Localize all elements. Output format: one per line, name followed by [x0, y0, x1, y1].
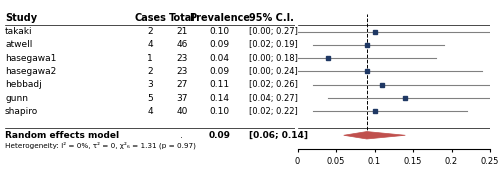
Text: [0.00; 0.27]: [0.00; 0.27] — [248, 27, 298, 36]
Text: gunn: gunn — [5, 94, 28, 103]
Text: takaki: takaki — [5, 27, 32, 36]
Text: 0.09: 0.09 — [210, 67, 230, 76]
Polygon shape — [344, 132, 406, 139]
Text: Heterogeneity: I² = 0%, τ² = 0, χ²₆ = 1.31 (p = 0.97): Heterogeneity: I² = 0%, τ² = 0, χ²₆ = 1.… — [5, 141, 196, 149]
Text: hasegawa1: hasegawa1 — [5, 54, 57, 63]
Text: Cases: Cases — [134, 13, 166, 23]
Text: 0.11: 0.11 — [210, 80, 230, 89]
Text: 0.09: 0.09 — [208, 131, 231, 140]
Text: Prevalence: Prevalence — [189, 13, 250, 23]
Text: 0.09: 0.09 — [210, 40, 230, 49]
Text: [0.04; 0.27]: [0.04; 0.27] — [248, 94, 298, 103]
Text: shapiro: shapiro — [5, 107, 38, 116]
Text: 4: 4 — [147, 40, 153, 49]
Text: 23: 23 — [176, 67, 188, 76]
Text: Study: Study — [5, 13, 37, 23]
Text: 40: 40 — [176, 107, 188, 116]
Text: 46: 46 — [176, 40, 188, 49]
Text: [0.02; 0.22]: [0.02; 0.22] — [248, 107, 298, 116]
Text: 27: 27 — [176, 80, 188, 89]
Text: 95% C.I.: 95% C.I. — [248, 13, 294, 23]
Text: .: . — [180, 131, 184, 140]
Text: [0.00; 0.18]: [0.00; 0.18] — [248, 54, 298, 63]
Text: 3: 3 — [147, 80, 153, 89]
Text: [0.02; 0.19]: [0.02; 0.19] — [248, 40, 298, 49]
Text: 0.04: 0.04 — [210, 54, 230, 63]
Text: atwell: atwell — [5, 40, 32, 49]
Text: 21: 21 — [176, 27, 188, 36]
Text: 23: 23 — [176, 54, 188, 63]
Text: hasegawa2: hasegawa2 — [5, 67, 56, 76]
Text: 4: 4 — [147, 107, 153, 116]
Text: hebbadj: hebbadj — [5, 80, 42, 89]
Text: 2: 2 — [147, 27, 153, 36]
Text: 37: 37 — [176, 94, 188, 103]
Text: Total: Total — [168, 13, 196, 23]
Text: Random effects model: Random effects model — [5, 131, 119, 140]
Text: 1: 1 — [147, 54, 153, 63]
Text: [0.06; 0.14]: [0.06; 0.14] — [248, 131, 308, 140]
Text: [0.02; 0.26]: [0.02; 0.26] — [248, 80, 298, 89]
Text: 0.10: 0.10 — [210, 27, 230, 36]
Text: 2: 2 — [147, 67, 153, 76]
Text: 5: 5 — [147, 94, 153, 103]
Text: 0.10: 0.10 — [210, 107, 230, 116]
Text: [0.00; 0.24]: [0.00; 0.24] — [248, 67, 298, 76]
Text: 0.14: 0.14 — [210, 94, 230, 103]
